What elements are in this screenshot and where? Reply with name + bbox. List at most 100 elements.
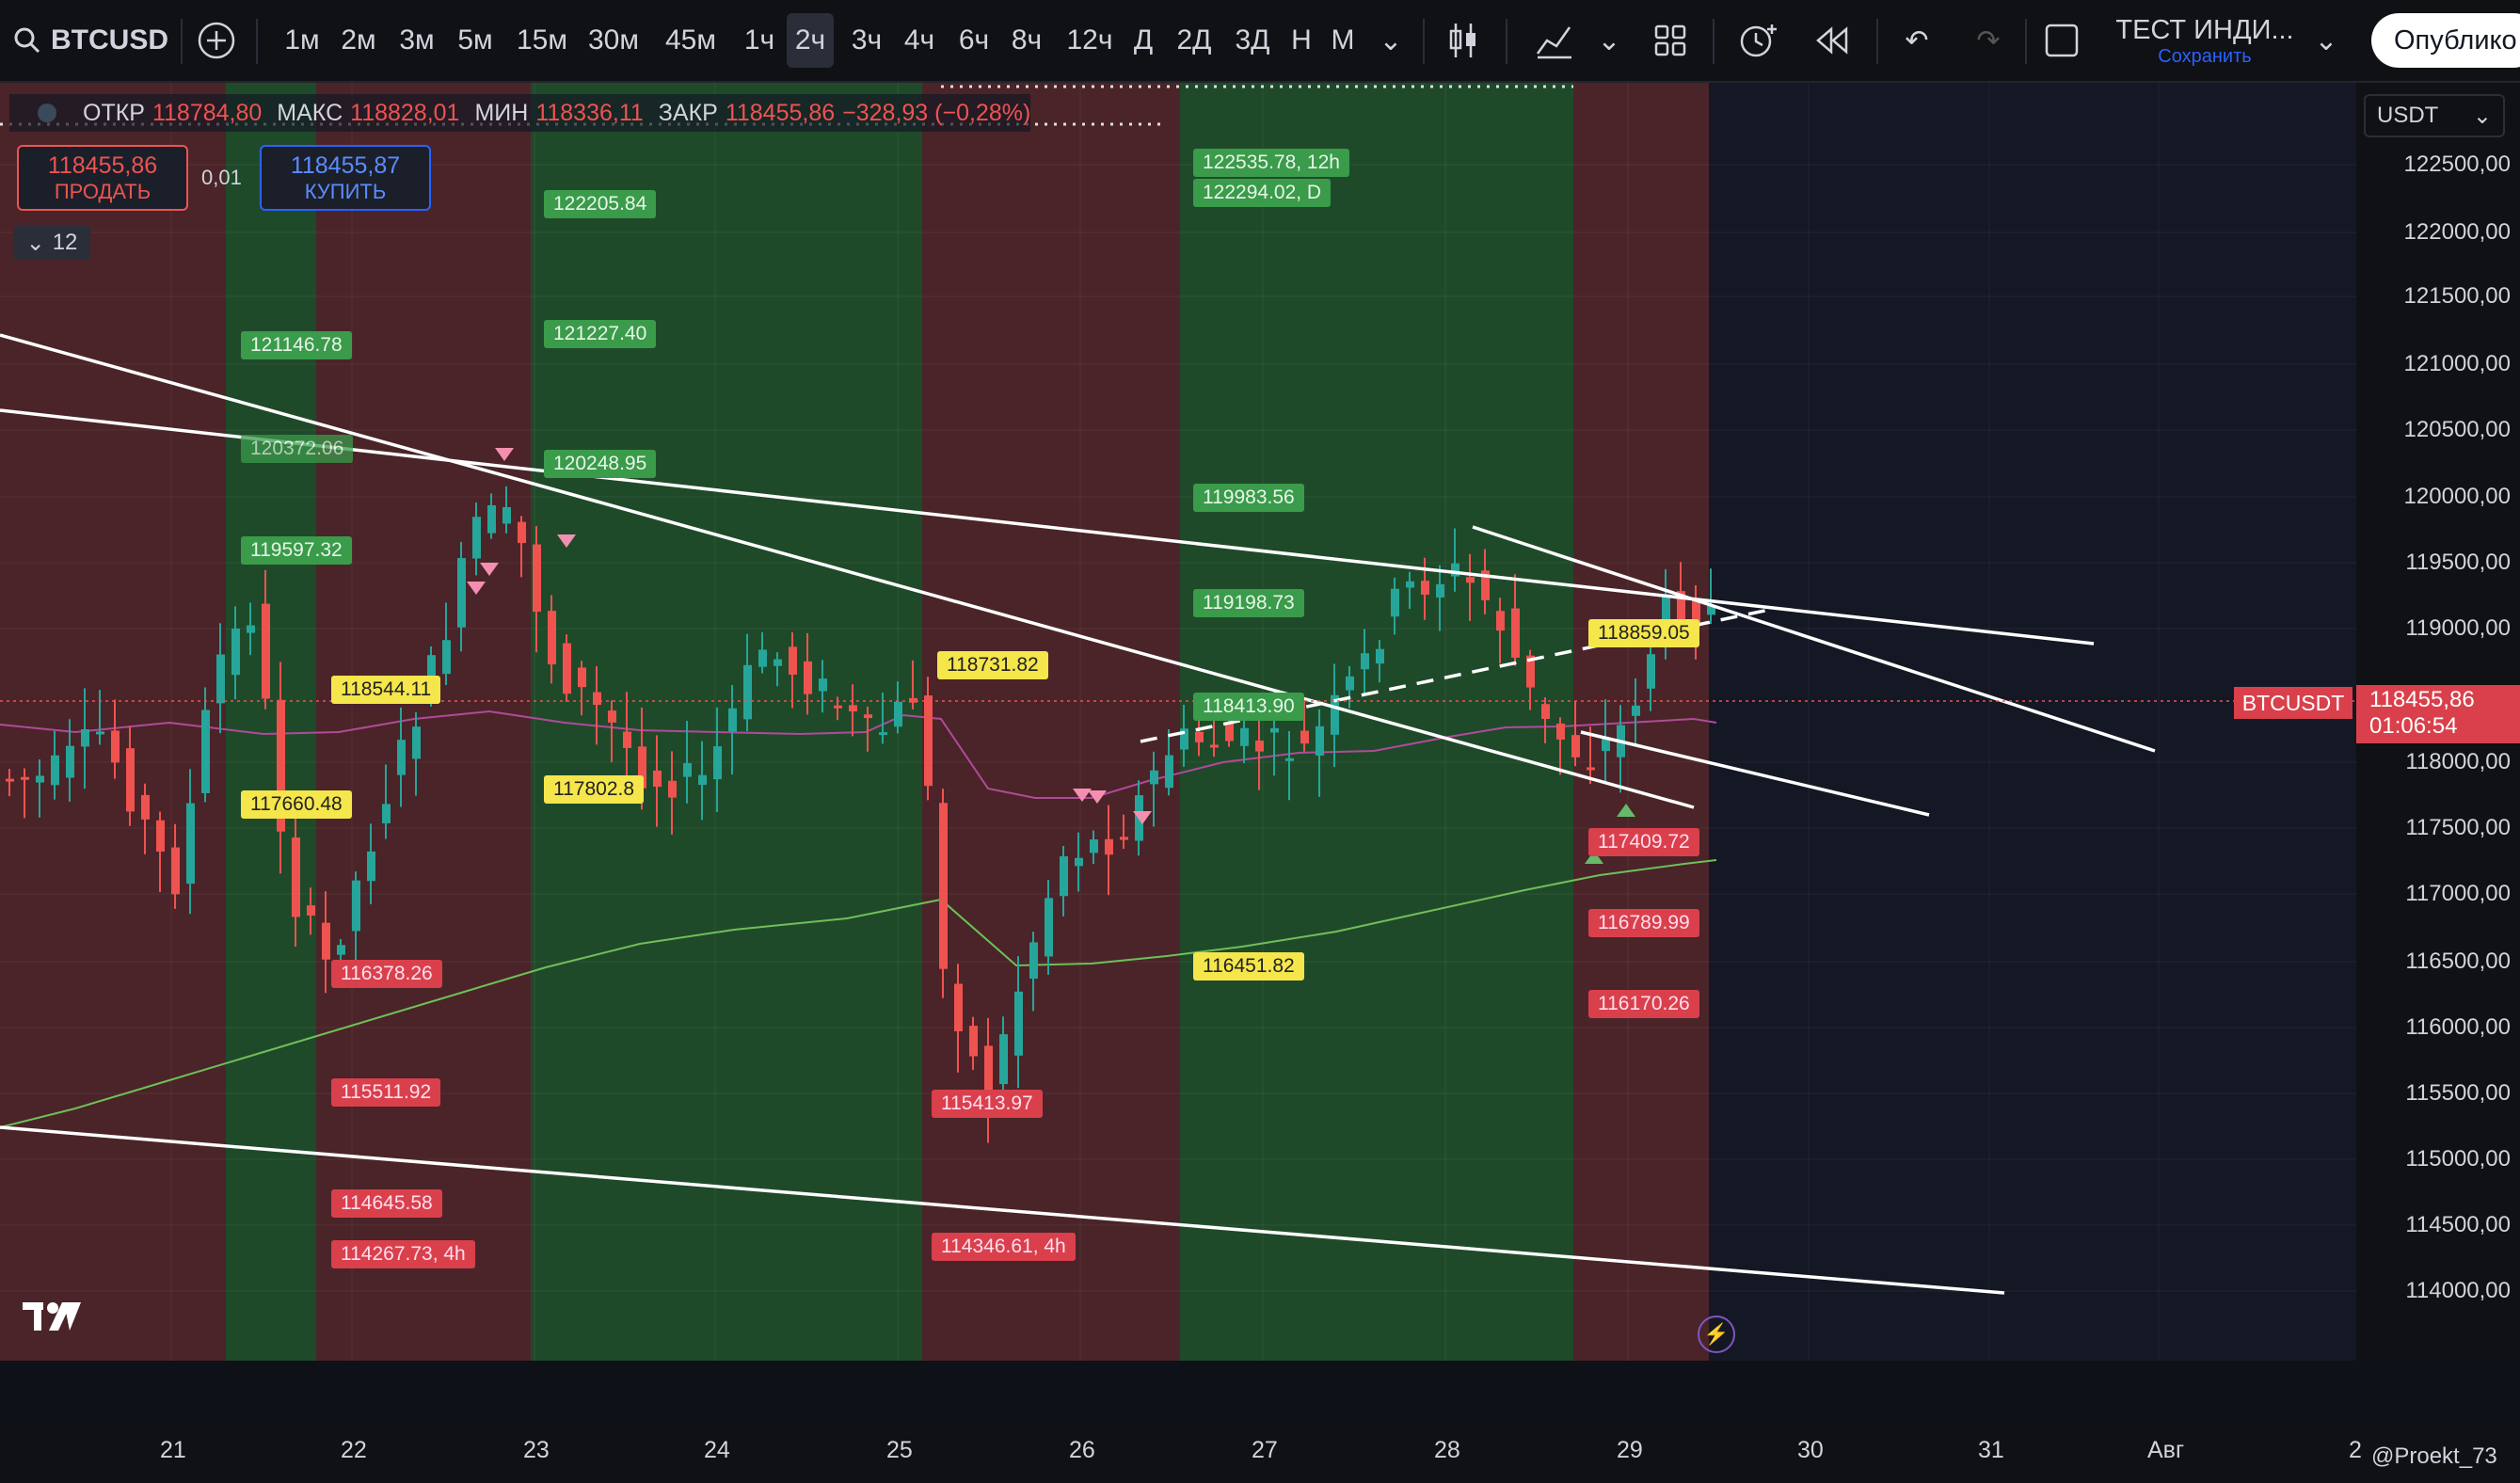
candle-down: [1466, 577, 1475, 583]
divider: [256, 19, 258, 64]
replay-icon[interactable]: [1805, 13, 1858, 68]
alert-clock-icon[interactable]: [1731, 13, 1784, 68]
price-tick-label: 117000,00: [2405, 881, 2511, 906]
layout-checkbox-icon[interactable]: [2038, 13, 2085, 68]
dashed-trendline: [1140, 608, 1770, 743]
interval-5[interactable]: 30м: [588, 24, 639, 56]
price-tick-label: 116500,00: [2405, 949, 2511, 974]
green-label: 118413.90: [1193, 693, 1304, 721]
divider: [181, 19, 183, 64]
interval-0[interactable]: 1м: [284, 24, 320, 56]
candles-icon[interactable]: [1440, 13, 1487, 68]
interval-1[interactable]: 2м: [341, 24, 376, 56]
visibility-dot-icon[interactable]: [38, 104, 56, 122]
yellow-label: 118859.05: [1588, 619, 1699, 647]
interval-18[interactable]: М: [1331, 24, 1355, 56]
interval-7[interactable]: 1ч: [743, 24, 775, 56]
indicators-toggle[interactable]: ⌄ 12: [13, 226, 90, 260]
tradingview-logo[interactable]: [21, 1299, 83, 1342]
candle-down: [924, 695, 933, 787]
lightning-icon[interactable]: ⚡: [1698, 1316, 1735, 1353]
layout-name-area[interactable]: ТЕСТ ИНДИ... Сохранить: [2106, 15, 2304, 68]
candle-down: [578, 667, 586, 688]
interval-15[interactable]: 2Д: [1176, 24, 1212, 56]
interval-8[interactable]: 2ч: [787, 13, 834, 68]
candle-down: [111, 730, 120, 763]
watermark: @Proekt_73: [2371, 1443, 2497, 1469]
green-label: 121227.40: [544, 320, 657, 348]
interval-6[interactable]: 45м: [665, 24, 716, 56]
top-toolbar: BTCUSD 1м 2м 3м 5м 15м 30м 45м 1ч 2ч 3ч 4ч 6ч 8ч 12ч Д…: [0, 0, 2520, 83]
candle-down: [156, 820, 165, 853]
currency-value: USDT: [2377, 103, 2439, 128]
interval-2[interactable]: 3м: [399, 24, 435, 56]
buy-button[interactable]: 118455,87 КУПИТЬ: [260, 145, 431, 211]
trendline: [0, 1125, 2005, 1295]
interval-14[interactable]: Д: [1133, 24, 1154, 56]
interval-4[interactable]: 15м: [517, 24, 567, 56]
symbol-search[interactable]: BTCUSD: [13, 0, 168, 81]
red-zone: [316, 83, 531, 1361]
candle-up: [1632, 705, 1640, 716]
price-tick-label: 121000,00: [2403, 351, 2511, 376]
candle-up: [728, 708, 737, 732]
interval-12[interactable]: 8ч: [1011, 24, 1043, 56]
chevron-down-icon[interactable]: ⌄: [1597, 24, 1621, 56]
redo-icon[interactable]: ↷: [1976, 24, 2001, 56]
price-tick-label: 122000,00: [2403, 219, 2511, 245]
price-tick-label: 119000,00: [2405, 615, 2511, 641]
yellow-label: 116451.82: [1193, 952, 1304, 981]
candle-up: [216, 654, 225, 704]
change-value: −328,93 (−0,28%): [842, 99, 1031, 126]
green-label: 122294.02, D: [1193, 179, 1332, 207]
candle-down: [322, 922, 330, 960]
candle-up: [698, 774, 707, 786]
candle-up: [1165, 755, 1173, 789]
indicators-icon[interactable]: [1528, 13, 1581, 68]
candle-down: [518, 521, 526, 544]
publish-label: Опублико: [2394, 24, 2517, 56]
chevron-down-icon[interactable]: ⌄: [2314, 24, 2338, 56]
add-symbol-icon[interactable]: [193, 13, 240, 68]
price-tick-label: 120000,00: [2403, 484, 2511, 509]
candle-up: [186, 803, 195, 885]
candle-up: [457, 558, 466, 628]
candle-down: [804, 661, 812, 694]
candle-up: [201, 710, 210, 793]
high-label: МАКС: [277, 99, 343, 126]
chevron-down-icon[interactable]: ⌄: [1379, 24, 1403, 56]
candle-up: [1270, 727, 1279, 733]
candle-up: [999, 1034, 1008, 1085]
candle-up: [1647, 654, 1655, 689]
candle-up: [1361, 653, 1369, 670]
interval-13[interactable]: 12ч: [1066, 24, 1113, 56]
candle-down: [1195, 731, 1204, 742]
interval-3[interactable]: 5м: [457, 24, 493, 56]
interval-9[interactable]: 3ч: [851, 24, 883, 56]
chart-pane[interactable]: 121146.78 120372.06 119597.32 122205.84 …: [0, 83, 2356, 1361]
candle-up: [1014, 991, 1023, 1056]
green-label: 122535.78, 12h: [1193, 149, 1349, 177]
layout-grid-icon[interactable]: [1647, 13, 1694, 68]
sell-button[interactable]: 118455,86 ПРОДАТЬ: [17, 145, 188, 211]
candle-up: [382, 804, 391, 824]
candle-up: [819, 678, 827, 692]
save-label: Сохранить: [2158, 46, 2252, 67]
interval-11[interactable]: 6ч: [958, 24, 990, 56]
time-axis[interactable]: [0, 1425, 2520, 1483]
divider: [1423, 19, 1425, 64]
candle-up: [36, 775, 44, 783]
candle-up: [1285, 757, 1294, 761]
interval-16[interactable]: 3Д: [1235, 24, 1270, 56]
candle-down: [608, 710, 616, 723]
candle-up: [683, 763, 692, 777]
interval-10[interactable]: 4ч: [903, 24, 935, 56]
currency-select[interactable]: USDT ⌄: [2364, 94, 2505, 137]
candle-up: [442, 640, 451, 675]
red-label: 114645.58: [331, 1189, 442, 1218]
candle-down: [593, 692, 601, 706]
interval-17[interactable]: Н: [1291, 24, 1312, 56]
buy-markers: [1585, 804, 1635, 864]
publish-button[interactable]: Опублико: [2371, 13, 2520, 68]
undo-icon[interactable]: ↶: [1905, 24, 1929, 56]
